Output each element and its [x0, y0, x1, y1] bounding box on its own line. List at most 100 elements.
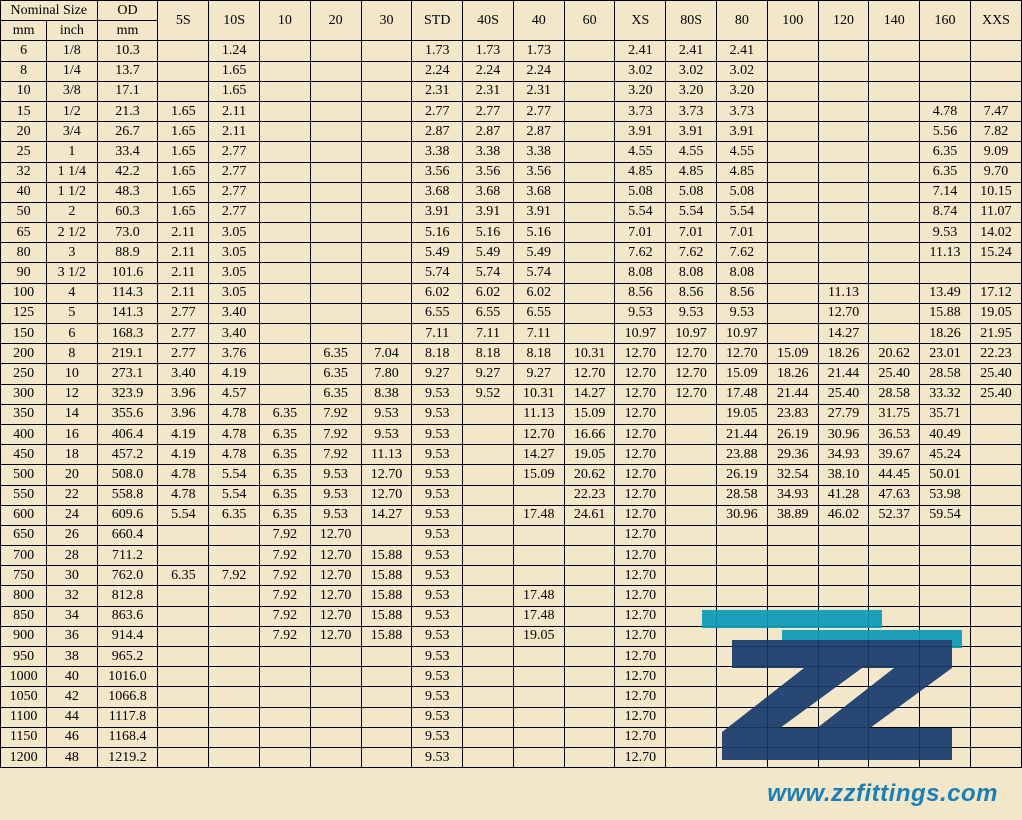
table-row: 80388.92.113.055.495.495.497.627.627.621…: [1, 243, 1022, 263]
cell-30: [361, 283, 412, 303]
cell-od: 711.2: [97, 546, 158, 566]
cell-20: [310, 61, 361, 81]
cell-40: 15.09: [513, 465, 564, 485]
cell-120: [818, 586, 869, 606]
cell-80s: [666, 404, 717, 424]
cell-140: [869, 122, 920, 142]
cell-20: [310, 263, 361, 283]
table-row: 90036914.47.9212.7015.889.5319.0512.70: [1, 626, 1022, 646]
cell-od: 141.3: [97, 303, 158, 323]
cell-inch: 42: [47, 687, 97, 707]
cell-80: [717, 687, 768, 707]
cell-40s: [463, 667, 514, 687]
cell-60: 24.61: [564, 505, 615, 525]
cell-10: [260, 324, 311, 344]
cell-od: 26.7: [97, 122, 158, 142]
cell-inch: 34: [47, 606, 97, 626]
cell-40s: 5.74: [463, 263, 514, 283]
cell-40: [513, 727, 564, 747]
cell-30: [361, 162, 412, 182]
cell-40s: 9.27: [463, 364, 514, 384]
cell-160: 23.01: [920, 344, 971, 364]
cell-10: [260, 707, 311, 727]
cell-xxs: [970, 41, 1021, 61]
cell-120: [818, 707, 869, 727]
cell-20: 12.70: [310, 626, 361, 646]
cell-20: 12.70: [310, 566, 361, 586]
col-20: 20: [310, 1, 361, 41]
cell-30: 7.04: [361, 344, 412, 364]
cell-20: 7.92: [310, 424, 361, 444]
cell-xs: 8.56: [615, 283, 666, 303]
pipe-schedule-table: Nominal Size OD 5S 10S 10 20 30 STD 40S …: [0, 0, 1022, 768]
cell-xxs: [970, 606, 1021, 626]
cell-std: 3.38: [412, 142, 463, 162]
cell-od: 508.0: [97, 465, 158, 485]
cell-120: 34.93: [818, 445, 869, 465]
cell-10: [260, 283, 311, 303]
cell-inch: 30: [47, 566, 97, 586]
cell-30: [361, 81, 412, 101]
cell-xs: 12.70: [615, 727, 666, 747]
cell-140: [869, 303, 920, 323]
cell-120: 30.96: [818, 424, 869, 444]
cell-10: [260, 61, 311, 81]
cell-10: [260, 41, 311, 61]
table-row: 35014355.63.964.786.357.929.539.5311.131…: [1, 404, 1022, 424]
cell-10s: 4.78: [209, 424, 260, 444]
cell-140: [869, 101, 920, 121]
cell-inch: 6: [47, 324, 97, 344]
cell-inch: 1: [47, 142, 97, 162]
cell-100: [767, 101, 818, 121]
cell-10s: 3.76: [209, 344, 260, 364]
cell-80: 28.58: [717, 485, 768, 505]
cell-40s: [463, 586, 514, 606]
cell-std: 9.53: [412, 465, 463, 485]
cell-40s: 6.55: [463, 303, 514, 323]
cell-160: [920, 566, 971, 586]
cell-40: 19.05: [513, 626, 564, 646]
cell-40: 5.49: [513, 243, 564, 263]
cell-10s: 7.92: [209, 566, 260, 586]
cell-od: 1117.8: [97, 707, 158, 727]
cell-10: [260, 81, 311, 101]
cell-80: 26.19: [717, 465, 768, 485]
cell-10: [260, 202, 311, 222]
cell-80: 8.56: [717, 283, 768, 303]
cell-30: [361, 647, 412, 667]
cell-30: 9.53: [361, 424, 412, 444]
col-xs: XS: [615, 1, 666, 41]
cell-30: 7.80: [361, 364, 412, 384]
cell-xxs: 11.07: [970, 202, 1021, 222]
cell-30: 15.88: [361, 546, 412, 566]
cell-10: 7.92: [260, 546, 311, 566]
cell-80s: 5.54: [666, 202, 717, 222]
cell-std: 9.53: [412, 647, 463, 667]
cell-od: 609.6: [97, 505, 158, 525]
cell-120: 14.27: [818, 324, 869, 344]
cell-std: 3.91: [412, 202, 463, 222]
cell-5s: [158, 647, 209, 667]
cell-100: [767, 243, 818, 263]
cell-10s: 2.77: [209, 202, 260, 222]
cell-80: 19.05: [717, 404, 768, 424]
cell-10s: 3.40: [209, 324, 260, 344]
cell-xs: 4.85: [615, 162, 666, 182]
cell-std: 3.68: [412, 182, 463, 202]
cell-10: [260, 344, 311, 364]
cell-10s: 1.24: [209, 41, 260, 61]
cell-10: [260, 263, 311, 283]
cell-mm: 20: [1, 122, 47, 142]
cell-5s: [158, 525, 209, 545]
cell-10s: 2.77: [209, 142, 260, 162]
cell-xxs: 22.23: [970, 344, 1021, 364]
cell-80: 3.02: [717, 61, 768, 81]
cell-80: [717, 525, 768, 545]
cell-100: [767, 586, 818, 606]
cell-5s: 1.65: [158, 101, 209, 121]
cell-inch: 1/4: [47, 61, 97, 81]
cell-10: [260, 122, 311, 142]
cell-10: [260, 182, 311, 202]
cell-od: 914.4: [97, 626, 158, 646]
cell-40s: 8.18: [463, 344, 514, 364]
